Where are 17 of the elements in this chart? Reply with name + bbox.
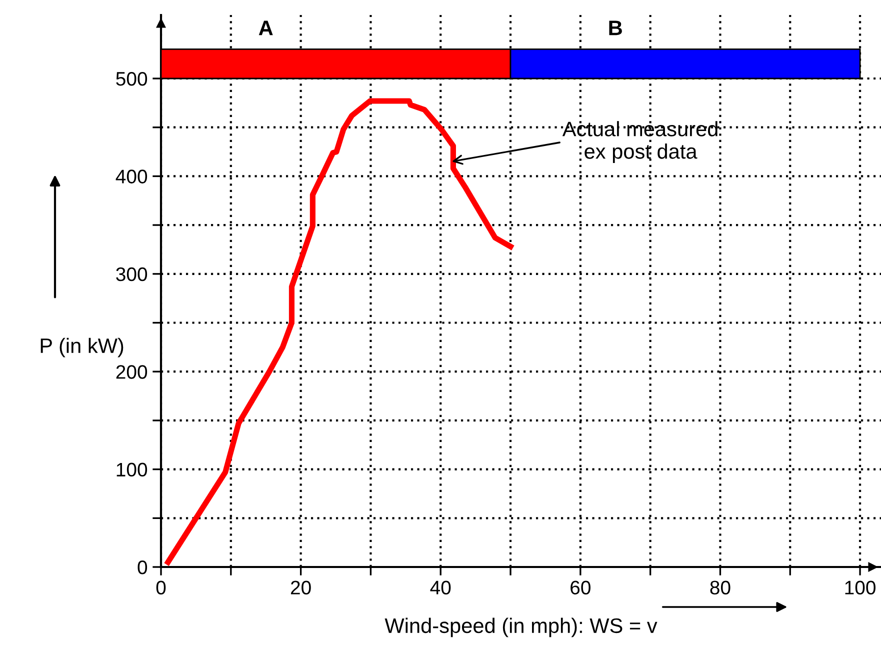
band-label: A (258, 20, 273, 36)
y-tick-label: 300 (116, 267, 148, 282)
x-tick-label: 0 (156, 580, 166, 594)
y-tick-label: 200 (116, 365, 148, 379)
y-axis-title: P (in kW) (40, 338, 124, 358)
x-tick-label: 100 (845, 580, 876, 594)
x-tick-label: 20 (290, 580, 311, 594)
band-label: B (609, 20, 622, 36)
x-tick-label: 40 (430, 580, 451, 594)
y-tick-label: 400 (116, 170, 148, 184)
y-tick-label: 500 (116, 72, 148, 86)
x-tick-label: 80 (710, 580, 730, 594)
x-axis-title: Wind-speed (in mph): WS = v (384, 618, 658, 638)
y-tick-label: 100 (116, 462, 148, 477)
x-tick-label: 60 (570, 580, 590, 594)
annotation: Actual measured ex post data (562, 121, 718, 163)
y-tick-label: 0 (138, 560, 148, 574)
